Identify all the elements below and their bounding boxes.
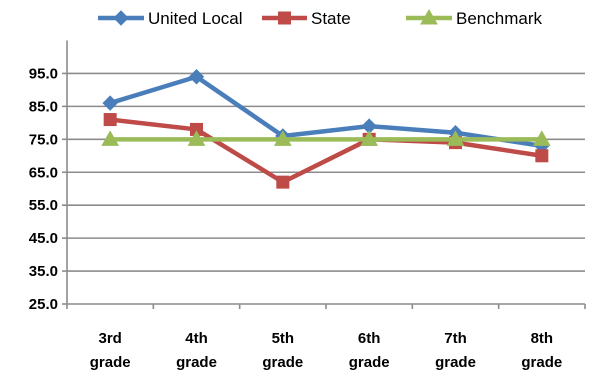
legend-marker	[278, 11, 291, 25]
data-point	[360, 130, 379, 146]
data-point	[188, 69, 205, 85]
data-point	[446, 130, 465, 146]
legend-label: United Local	[148, 9, 243, 28]
legend-item: State	[262, 9, 351, 28]
series-state	[103, 113, 549, 189]
y-tick-label: 95.0	[29, 65, 58, 82]
data-point	[102, 95, 118, 111]
legend-label: Benchmark	[456, 9, 542, 28]
series-layer	[101, 69, 551, 189]
x-tick-label-line: 8th	[531, 330, 554, 347]
y-tick-label: 25.0	[29, 296, 58, 313]
x-tick-label-line: grade	[349, 354, 390, 371]
x-tick-label: 3rd grade	[90, 330, 131, 371]
data-point	[103, 113, 117, 127]
data-point	[535, 149, 549, 163]
x-tick-label-line: grade	[262, 354, 303, 371]
y-tick-label: 65.0	[29, 164, 58, 181]
data-point	[276, 175, 290, 189]
legend-label: State	[311, 9, 351, 28]
x-tick-label-line: grade	[90, 354, 131, 371]
legend-item: United Local	[98, 9, 243, 28]
y-tick-label: 55.0	[29, 197, 58, 214]
x-tick-label-line: 7th	[444, 330, 467, 347]
axes: 25.0 35.0 45.0 55.0 65.0 75.0 85.0 95.0 3rd grade…	[29, 40, 586, 371]
x-tick-label-line: 4th	[185, 330, 208, 347]
gridlines	[67, 72, 585, 272]
x-tick-label-line: grade	[435, 354, 476, 371]
x-tick-label-line: grade	[521, 354, 562, 371]
y-tick-label: 75.0	[29, 131, 58, 148]
x-tick-label: 4th grade	[176, 330, 217, 371]
x-tick-label: 8th grade	[521, 330, 562, 371]
series-line	[107, 117, 545, 185]
x-tick-label-line: 3rd	[98, 330, 121, 347]
data-point	[187, 130, 206, 146]
legend-marker	[420, 8, 438, 25]
data-point	[273, 130, 292, 146]
legend: United Local State Benchmark	[98, 8, 542, 28]
x-tick-label: 6th grade	[349, 330, 390, 371]
data-point	[532, 130, 551, 146]
series-benchmark	[101, 130, 551, 146]
x-tick-label-line: 6th	[358, 330, 381, 347]
y-tick-label: 45.0	[29, 230, 58, 247]
y-tick-label: 85.0	[29, 98, 58, 115]
x-tick-label: 7th grade	[435, 330, 476, 371]
x-tick-label: 5th grade	[262, 330, 303, 371]
x-tick-label-line: grade	[176, 354, 217, 371]
data-point	[101, 130, 120, 146]
series-line	[107, 74, 545, 149]
legend-item: Benchmark	[406, 8, 542, 28]
legend-marker	[113, 10, 129, 26]
x-tick-label-line: 5th	[272, 330, 295, 347]
y-tick-label: 35.0	[29, 263, 58, 280]
